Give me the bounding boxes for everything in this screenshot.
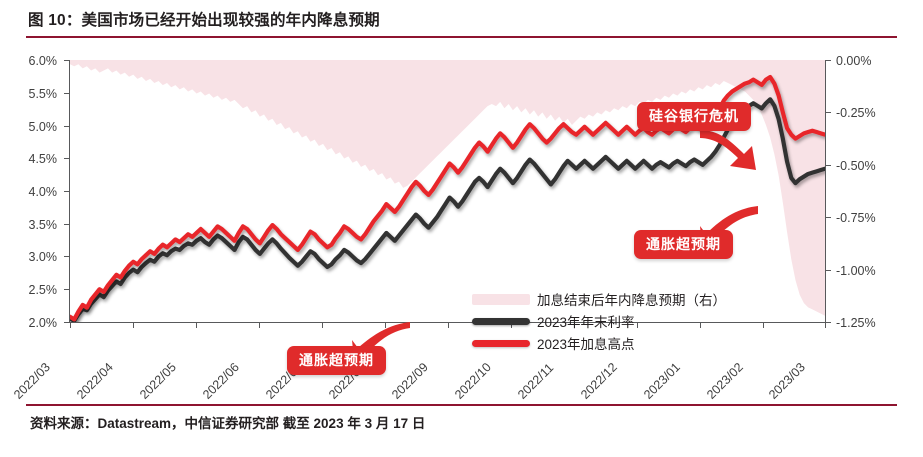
source-note: 资料来源：Datastream，中信证券研究部 截至 2023 年 3 月 17… — [30, 416, 426, 431]
divider-top — [26, 36, 897, 38]
y-left-tick-8: 6.0% — [28, 54, 58, 68]
x-tick-label-12: 2023/03 — [766, 360, 808, 402]
y-left-tick-0: 2.0% — [28, 316, 58, 330]
y-left-tick-4: 4.0% — [28, 185, 58, 199]
legend-item-rate-peak: 2023年加息高点 — [472, 332, 726, 354]
area-rate-cut-expectation — [70, 60, 825, 316]
plot-area — [70, 60, 825, 322]
y-left-tickmark-4 — [64, 191, 69, 192]
x-tickmark-3 — [259, 323, 260, 328]
legend-swatch-red-line-icon — [472, 339, 530, 347]
x-tickmark-10 — [700, 323, 701, 328]
legend-label-rate-peak: 2023年加息高点 — [537, 337, 635, 352]
legend-item-area: 加息结束后年内降息预期（右） — [472, 288, 726, 310]
y-left-tickmark-7 — [64, 93, 69, 94]
y-left-tick-7: 5.5% — [28, 87, 58, 101]
y-right-tick-4: -1.00% — [836, 264, 876, 278]
annotation-badge-svb-crisis: 硅谷银行危机 — [637, 102, 751, 131]
x-tickmark-7 — [511, 323, 512, 328]
y-left-tick-2: 3.0% — [28, 250, 58, 264]
y-right-tickmark-3 — [826, 217, 831, 218]
y-left-tick-5: 4.5% — [28, 152, 58, 166]
page-title: 图 10：美国市场已经开始出现较强的年内降息预期 — [28, 12, 380, 29]
legend-swatch-dark-line-icon — [472, 317, 530, 325]
x-tick-label-1: 2022/04 — [74, 360, 116, 402]
divider-bottom — [26, 404, 897, 406]
y-left-tick-6: 5.0% — [28, 120, 58, 134]
y-left-tickmark-1 — [64, 289, 69, 290]
x-axis — [69, 322, 826, 323]
x-tickmark-6 — [448, 323, 449, 328]
x-tickmark-4 — [322, 323, 323, 328]
y-right-tickmark-5 — [826, 322, 831, 323]
chart-legend: 加息结束后年内降息预期（右） 2023年年末利率 2023年加息高点 — [472, 288, 726, 354]
y-right-tick-3: -0.75% — [836, 211, 876, 225]
y-left-tick-3: 3.5% — [28, 218, 58, 232]
legend-item-yearend-rate: 2023年年末利率 — [472, 310, 726, 332]
y-left-tickmark-2 — [64, 256, 69, 257]
annotation-badge-inflation-mid: 通胀超预期 — [634, 230, 733, 259]
y-right-tick-1: -0.25% — [836, 106, 876, 120]
x-tick-label-2: 2022/05 — [137, 360, 179, 402]
line-yearend-rate — [70, 97, 825, 322]
legend-swatch-area-icon — [472, 293, 530, 305]
y-left-tickmark-6 — [64, 126, 69, 127]
chart-canvas: 2.0% 2.5% 3.0% 3.5% 4.0% 4.5% 5.0% 5.5% … — [0, 44, 923, 402]
x-tickmark-1 — [133, 323, 134, 328]
y-right-tick-0: 0.00% — [836, 54, 872, 68]
y-right-tick-2: -0.50% — [836, 159, 876, 173]
y-axis-right — [825, 60, 826, 323]
y-axis-left — [69, 60, 70, 323]
x-tick-label-3: 2022/06 — [200, 360, 242, 402]
x-tickmark-2 — [196, 323, 197, 328]
annotation-badge-inflation-low: 通胀超预期 — [287, 346, 386, 375]
legend-label-area: 加息结束后年内降息预期（右） — [537, 293, 726, 308]
y-left-tickmark-0 — [64, 322, 69, 323]
legend-label-yearend-rate: 2023年年末利率 — [537, 315, 635, 330]
x-tickmark-5 — [385, 323, 386, 328]
y-right-tick-5: -1.25% — [836, 316, 876, 330]
y-right-tickmark-0 — [826, 60, 831, 61]
y-left-tickmark-8 — [64, 60, 69, 61]
y-left-tickmark-5 — [64, 158, 69, 159]
y-right-tickmark-2 — [826, 165, 831, 166]
series-svg — [70, 60, 825, 322]
y-left-tick-1: 2.5% — [28, 283, 58, 297]
x-tick-label-0: 2022/03 — [11, 360, 53, 402]
y-left-tickmark-3 — [64, 224, 69, 225]
x-tickmark-8 — [574, 323, 575, 328]
x-tickmark-12 — [825, 323, 826, 328]
y-right-tickmark-4 — [826, 270, 831, 271]
x-tick-label-6: 2022/09 — [389, 360, 431, 402]
y-right-tickmark-1 — [826, 112, 831, 113]
x-tickmark-11 — [763, 323, 764, 328]
x-tickmark-0 — [70, 323, 71, 328]
x-tickmark-9 — [637, 323, 638, 328]
